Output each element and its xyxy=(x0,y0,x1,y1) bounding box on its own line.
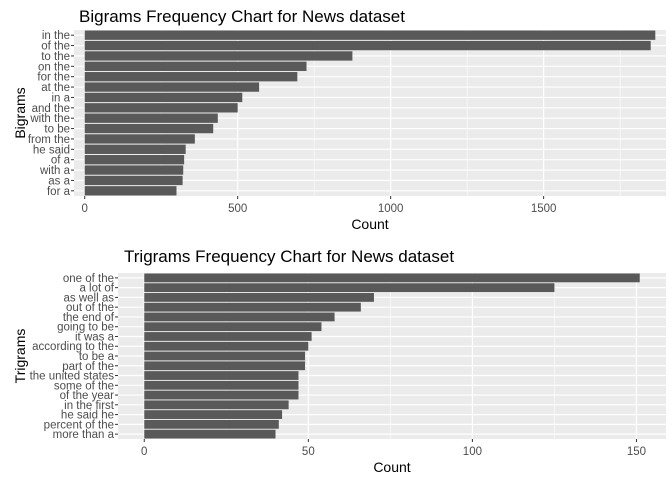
bigram-y-axis-label: Bigrams xyxy=(12,87,28,138)
bigram-category-label: at the xyxy=(41,82,70,94)
bigram-bar xyxy=(84,72,298,82)
bigram-category-label: for a xyxy=(47,186,71,198)
bigram-bar xyxy=(84,144,186,154)
trigram-bar xyxy=(144,410,283,419)
trigram-category-label: to be a xyxy=(79,351,115,363)
bigram-category-label: with the xyxy=(29,113,70,125)
trigram-xtick-label: 0 xyxy=(141,446,147,458)
bigram-category-label: in a xyxy=(51,92,70,104)
bigram-category-label: to be xyxy=(44,124,70,136)
bigram-bar xyxy=(84,82,260,92)
trigram-category-label: the united states xyxy=(30,371,115,383)
trigram-bar xyxy=(144,273,640,283)
trigram-category-label: one of the xyxy=(63,273,114,285)
bigram-category-label: of a xyxy=(51,155,71,167)
bigram-category-label: to the xyxy=(41,51,70,63)
bigram-xtick-label: 0 xyxy=(82,203,88,215)
trigram-bar xyxy=(144,429,276,439)
bigram-bar xyxy=(84,123,214,134)
trigram-bar xyxy=(144,390,299,400)
bigram-bar xyxy=(84,113,218,123)
trigram-category-label: a lot of xyxy=(79,283,114,295)
bigram-xtick-label: 1500 xyxy=(531,203,557,215)
trigram-xtick-label: 50 xyxy=(302,446,315,458)
bigram-category-label: in the xyxy=(42,30,70,42)
bigram-bar xyxy=(84,61,307,71)
bigram-category-label: he said xyxy=(33,144,70,156)
trigram-bar xyxy=(144,283,555,293)
bigram-xtick-label: 1000 xyxy=(378,203,404,215)
trigram-category-label: going to be xyxy=(57,322,114,334)
trigram-y-axis-label: Trigrams xyxy=(12,329,28,384)
trigram-category-label: the end of xyxy=(63,312,115,324)
bigram-bar xyxy=(84,40,651,51)
bigram-chart-title: Bigrams Frequency Chart for News dataset xyxy=(79,7,405,26)
bigram-bar xyxy=(84,103,238,113)
bigram-xtick-label: 500 xyxy=(228,203,247,215)
trigram-bar xyxy=(144,341,309,351)
bigram-bar xyxy=(84,134,195,144)
trigram-bar xyxy=(144,322,322,332)
bigram-category-label: with a xyxy=(39,165,71,177)
bigram-category-label: on the xyxy=(38,61,70,73)
bigram-category-label: for the xyxy=(37,72,70,84)
bigram-category-label: and the xyxy=(32,103,70,115)
trigram-bar xyxy=(144,371,299,380)
bigram-category-label: as a xyxy=(48,175,70,187)
trigram-bar xyxy=(144,400,289,410)
bigram-bar xyxy=(84,51,353,61)
trigram-bar xyxy=(144,361,306,371)
trigram-bar xyxy=(144,302,361,312)
trigram-chart-title: Trigrams Frequency Chart for News datase… xyxy=(124,247,454,266)
trigram-category-label: some of the xyxy=(54,380,114,392)
trigram-xtick-label: 150 xyxy=(627,446,646,458)
trigram-category-label: he said he xyxy=(61,410,114,422)
trigram-x-axis-label: Count xyxy=(373,459,410,475)
trigram-bar xyxy=(144,332,312,341)
trigram-category-label: more than a xyxy=(53,429,115,441)
bigram-bar xyxy=(84,165,184,175)
trigram-bar xyxy=(144,351,306,361)
bigram-category-label: from the xyxy=(28,134,70,146)
trigram-bar xyxy=(144,419,279,429)
trigram-xtick-label: 100 xyxy=(463,446,482,458)
trigram-bar xyxy=(144,380,299,390)
trigram-bar xyxy=(144,293,374,302)
trigram-category-label: of the year xyxy=(60,390,115,402)
bigram-bar xyxy=(84,175,183,186)
bigram-bar xyxy=(84,155,185,165)
trigram-bar xyxy=(144,312,335,322)
bigram-x-axis-label: Count xyxy=(351,216,388,232)
bigram-category-label: of the xyxy=(41,41,70,53)
trigram-category-label: percent of the xyxy=(44,419,114,431)
trigram-category-label: out of the xyxy=(66,302,114,314)
trigram-category-label: part of the xyxy=(62,361,114,373)
trigram-category-label: in the first xyxy=(64,400,115,412)
bigram-bar xyxy=(84,92,243,103)
trigram-category-label: as well as xyxy=(64,292,115,304)
bigram-bar xyxy=(84,186,177,196)
trigram-category-label: according to the xyxy=(32,341,114,353)
trigram-category-label: it was a xyxy=(75,331,115,343)
bigram-bar xyxy=(84,30,656,40)
